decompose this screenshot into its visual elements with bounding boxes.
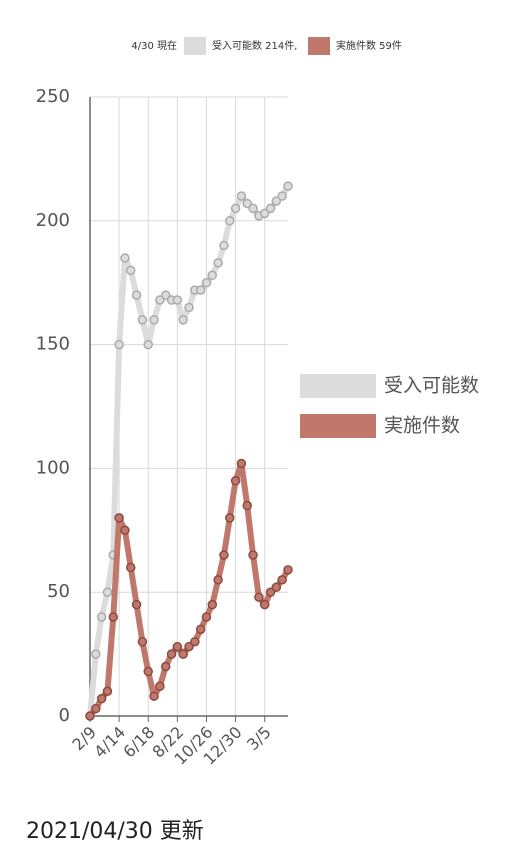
point <box>102 587 113 597</box>
point <box>85 711 95 721</box>
point <box>207 599 218 610</box>
point <box>91 649 101 659</box>
legend-swatch <box>300 374 376 398</box>
point <box>96 693 107 704</box>
x-tick-label: 3/5 <box>243 723 275 755</box>
point <box>242 500 252 511</box>
y-tick-label: 200 <box>36 210 70 231</box>
point <box>225 216 235 226</box>
header-as-of: 4/30 現在 <box>131 40 177 52</box>
point <box>102 686 113 696</box>
series-line <box>87 460 291 719</box>
header-swatch <box>184 37 206 55</box>
point <box>242 198 252 209</box>
header-capacity: 受入可能数 214件, <box>212 39 297 52</box>
point <box>283 181 293 191</box>
point <box>271 196 282 206</box>
point <box>137 636 148 647</box>
point <box>207 270 218 281</box>
point <box>96 612 107 622</box>
point <box>114 513 124 523</box>
point <box>131 290 142 300</box>
point <box>248 550 258 560</box>
y-tick-label: 50 <box>47 581 70 602</box>
point <box>143 339 153 350</box>
x-tick-label: 6/18 <box>119 723 158 762</box>
point <box>108 612 119 622</box>
point <box>219 550 229 560</box>
series-line <box>87 183 291 719</box>
point <box>120 525 130 536</box>
footer: 2021/04/30 更新 <box>26 819 204 844</box>
point <box>178 315 188 325</box>
point <box>236 458 247 469</box>
point <box>126 265 136 276</box>
point <box>114 339 124 350</box>
point <box>126 562 136 573</box>
y-tick-label: 0 <box>59 705 70 726</box>
point <box>283 565 293 575</box>
point <box>265 587 276 597</box>
point <box>277 575 287 585</box>
point <box>120 253 130 263</box>
legend-label: 受入可能数 <box>384 375 479 397</box>
point <box>184 302 194 313</box>
point <box>149 691 159 701</box>
legend-swatch <box>300 414 376 438</box>
y-tick-label: 150 <box>36 334 70 355</box>
point <box>277 191 287 201</box>
point <box>195 285 206 295</box>
point <box>178 649 188 659</box>
point <box>155 295 165 305</box>
point <box>230 476 241 486</box>
point <box>172 641 183 652</box>
point <box>259 208 270 219</box>
y-tick-label: 100 <box>36 457 70 478</box>
point <box>248 203 258 214</box>
point <box>213 575 223 585</box>
point <box>236 191 247 201</box>
point <box>201 277 212 288</box>
header-swatch <box>308 37 330 55</box>
point <box>155 681 165 692</box>
point <box>259 599 270 610</box>
legend-label: 実施件数 <box>384 415 460 437</box>
x-tick-label: 4/14 <box>90 723 129 762</box>
point <box>225 513 235 523</box>
point <box>213 258 223 268</box>
point <box>195 624 206 635</box>
point <box>219 240 229 251</box>
point <box>131 599 142 610</box>
point <box>143 666 153 677</box>
header-performed: 実施件数 59件 <box>336 39 402 52</box>
point <box>91 703 101 714</box>
point <box>137 315 148 325</box>
point <box>172 295 183 305</box>
point <box>254 592 264 602</box>
point <box>184 641 194 652</box>
point <box>190 636 200 647</box>
point <box>201 612 212 622</box>
point <box>265 203 276 214</box>
point <box>160 290 171 300</box>
point <box>149 315 159 325</box>
point <box>230 203 241 214</box>
point <box>160 661 171 672</box>
y-tick-label: 250 <box>36 86 70 107</box>
point <box>166 649 177 659</box>
point <box>271 582 282 592</box>
